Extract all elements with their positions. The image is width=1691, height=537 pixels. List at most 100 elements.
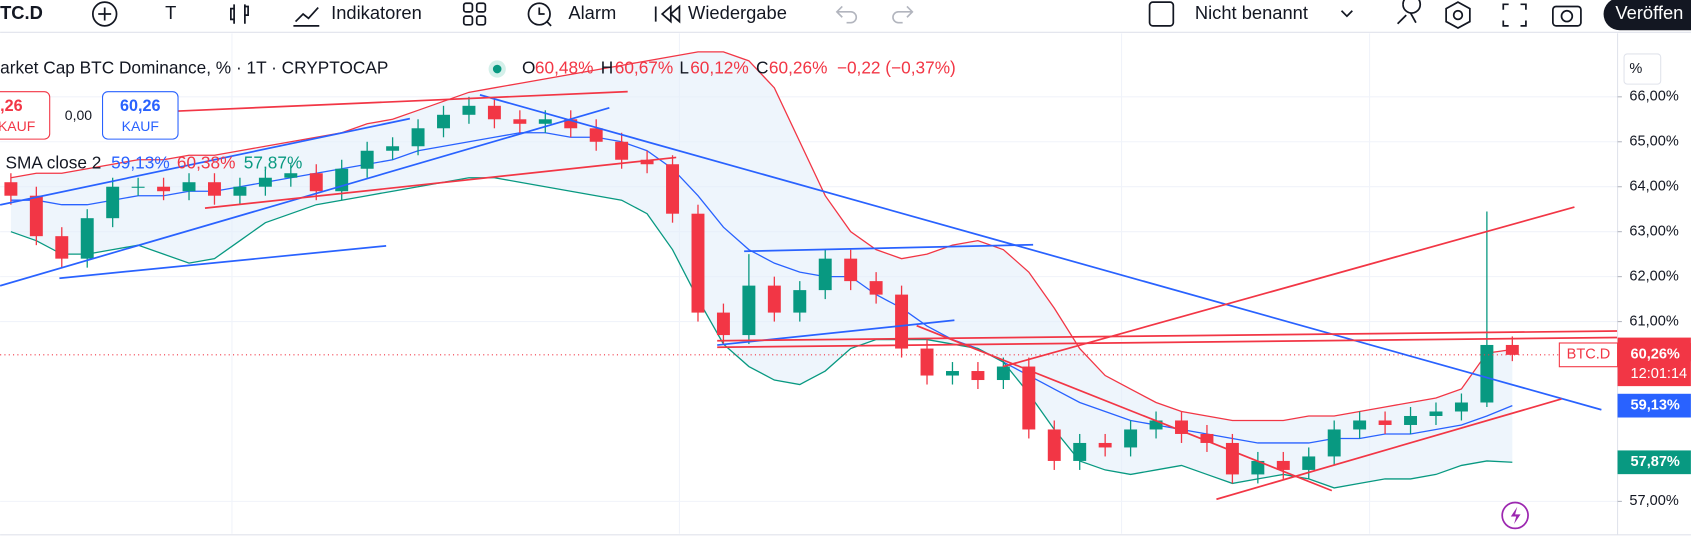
candle-body (437, 114, 450, 129)
candle-body (513, 119, 527, 124)
candle-body (1327, 429, 1341, 457)
candle-body (742, 285, 756, 336)
symbol-tag-box (1558, 342, 1619, 368)
indicators-button[interactable]: Indikatoren (331, 2, 422, 23)
candle-body (1251, 460, 1265, 475)
layout-checkbox[interactable] (1148, 1, 1175, 27)
y-tick-label: 66,00% (1629, 89, 1678, 105)
trend-line[interactable] (1002, 206, 1575, 368)
quick-search[interactable] (1396, 0, 1422, 25)
sell-button[interactable] (0, 91, 51, 140)
ohlc-label: L (679, 58, 689, 78)
price-axis: % 66,00% 65,00% 64,00% 63,00% 62,00% 61,00% 57… (1558, 33, 1691, 535)
sell-price: ,26 (0, 97, 22, 115)
candle-body (1175, 420, 1188, 434)
alarm-button[interactable]: Alarm (568, 2, 616, 23)
trend-line[interactable] (0, 117, 411, 206)
candle-body (1353, 420, 1367, 430)
trend-line[interactable] (479, 94, 1602, 411)
drawings (0, 90, 1618, 501)
candle-body (4, 182, 18, 196)
ohlc-value: 60,12% (690, 58, 749, 78)
symbol-button[interactable]: TC.D (0, 2, 43, 23)
axis-unit: % (1629, 61, 1642, 77)
lightning-icon (1510, 506, 1521, 525)
settings-icon[interactable] (1445, 1, 1471, 30)
candle-body (1429, 411, 1443, 416)
candle-body (1404, 415, 1418, 425)
candle-body (1200, 433, 1214, 443)
band-lower (10, 177, 1513, 489)
fullscreen-icon[interactable] (1502, 3, 1527, 27)
redo-button[interactable] (892, 5, 914, 24)
text-tool[interactable]: T (165, 2, 176, 23)
undo-button[interactable] (835, 5, 858, 24)
alarm-icon[interactable] (527, 2, 551, 26)
replay-button[interactable]: Wiedergabe (688, 2, 787, 23)
alarm-hands (538, 7, 552, 27)
indicator-name[interactable]: SMA close 2 (5, 152, 101, 172)
replay-icon[interactable] (654, 4, 681, 24)
symbol-title: arket Cap BTC Dominance, % · 1T · CRYPTO… (0, 58, 388, 78)
candle-body (1098, 442, 1112, 448)
trend-line[interactable] (59, 244, 387, 280)
layout-menu[interactable] (1340, 10, 1353, 18)
candle-body (1022, 366, 1036, 430)
trend-line[interactable] (744, 243, 1034, 253)
symbol-tag: BTC.D (1567, 347, 1611, 363)
candle-body (360, 150, 374, 169)
candle-body (538, 119, 552, 124)
candle-body (258, 177, 272, 187)
publish-button[interactable]: Veröffen (1615, 2, 1683, 23)
candle-body (996, 366, 1010, 381)
price-badge (1617, 450, 1691, 475)
candle-body (971, 371, 985, 381)
snapshot-icon[interactable] (1552, 5, 1582, 27)
buy-label: KAUF (122, 118, 159, 134)
buy-button[interactable] (102, 91, 179, 140)
candle-body (1302, 456, 1316, 470)
ohlc-label: C (756, 58, 768, 78)
snapshot-lens (1560, 9, 1574, 23)
trend-line[interactable] (717, 330, 1618, 342)
market-status[interactable] (492, 64, 502, 74)
trend-line[interactable] (1216, 398, 1562, 501)
trend-line[interactable] (177, 90, 628, 112)
indicators-icon[interactable] (293, 6, 320, 27)
trend-line[interactable] (717, 336, 1618, 349)
candle-body (1149, 420, 1163, 430)
change-value: −0,22 (−0,37%) (837, 58, 956, 78)
sell-label: KAUF (0, 118, 35, 134)
candle-body (1047, 429, 1061, 461)
compare-icon[interactable] (91, 1, 118, 27)
candle-body (793, 290, 807, 313)
chart-type-icon[interactable] (229, 4, 249, 24)
trend-line[interactable] (204, 156, 677, 209)
layout-name[interactable]: Nicht benannt (1195, 2, 1308, 23)
y-tick-label: 61,00% (1629, 313, 1678, 329)
candle-body (564, 119, 578, 129)
y-tick-label: 57,00% (1629, 493, 1678, 509)
axis-unit-box[interactable] (1623, 53, 1662, 85)
price-badge-label: 60,26% (1631, 347, 1680, 363)
y-tick-label: 62,00% (1629, 268, 1678, 284)
candle-body (157, 186, 171, 192)
candle-body (386, 146, 400, 151)
candle-body (869, 281, 883, 295)
candle-body (284, 173, 298, 178)
trend-line[interactable] (916, 324, 1333, 492)
candle-body (1480, 344, 1494, 403)
price-badge (1617, 342, 1691, 387)
candle-body (462, 105, 476, 115)
spread: 0,00 (65, 107, 92, 123)
candle-body (1225, 442, 1239, 475)
countdown: 12:01:14 (1631, 366, 1688, 382)
candle-body (1276, 460, 1290, 470)
candle-body (716, 312, 730, 336)
candle-body (767, 285, 781, 313)
candle-body (29, 195, 43, 237)
price-badge-label: 57,87% (1631, 454, 1680, 470)
templates-icon[interactable] (462, 2, 487, 26)
publish-button-bg[interactable] (1603, 0, 1691, 31)
